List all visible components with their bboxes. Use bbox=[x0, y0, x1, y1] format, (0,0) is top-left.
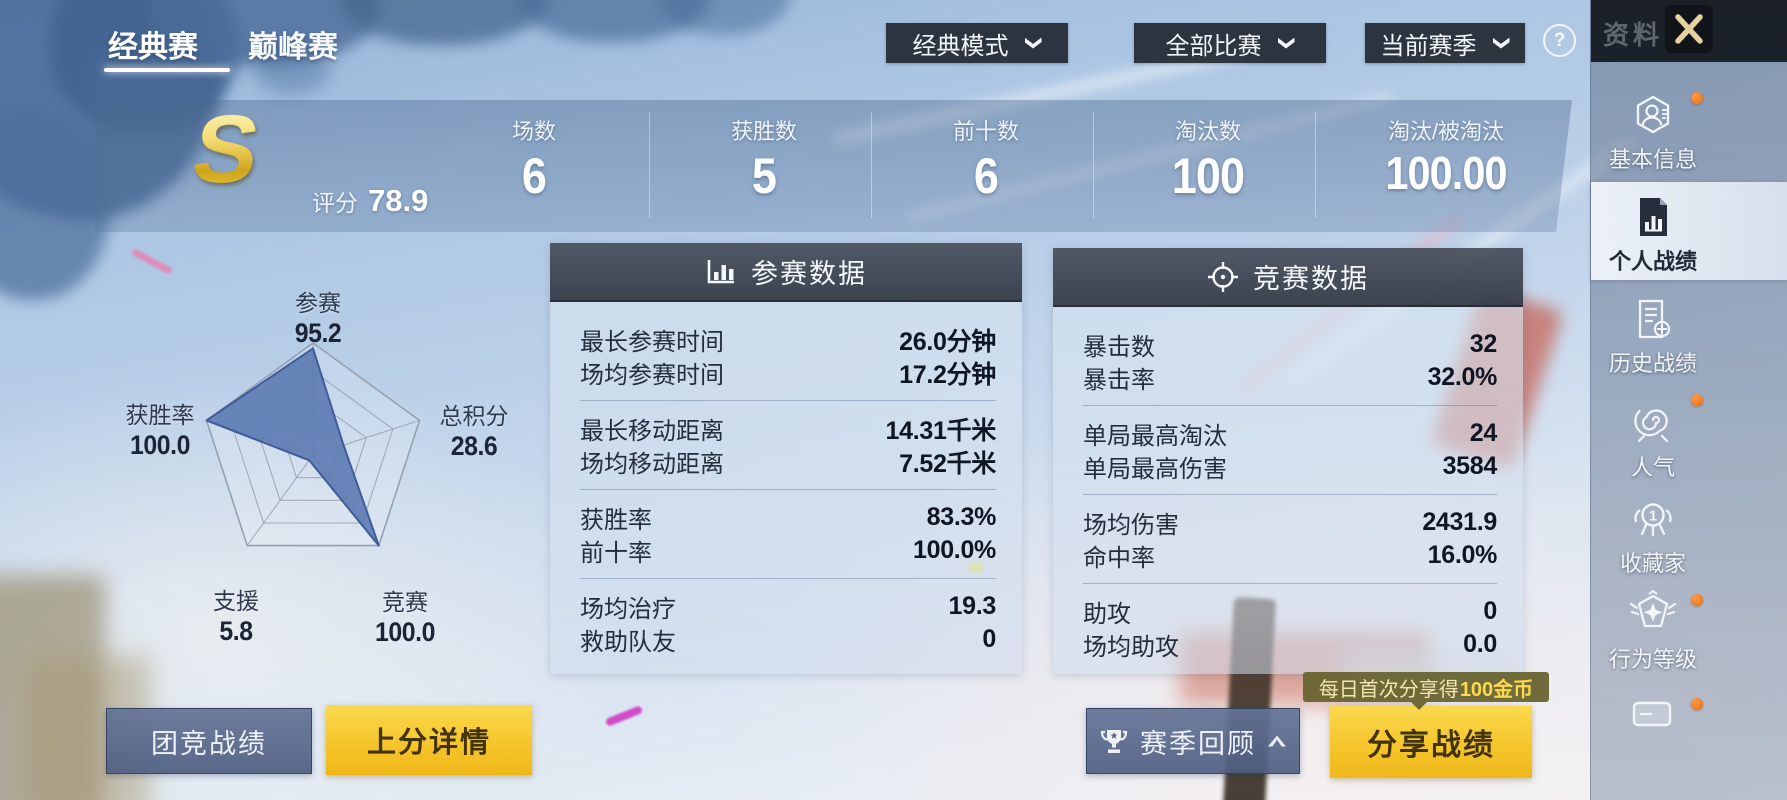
rose-icon bbox=[1634, 409, 1669, 443]
history-record-icon bbox=[1638, 299, 1671, 339]
competition-panel-header: 竞赛数据 bbox=[1053, 248, 1523, 307]
chevron-down-icon bbox=[1492, 37, 1510, 49]
mode-filter-dropdown[interactable]: 经典模式 bbox=[886, 23, 1068, 63]
match-filter-label: 全部比赛 bbox=[1165, 32, 1262, 60]
profile-sidebar: 资料 基本信息 bbox=[1590, 0, 1787, 800]
profile-hexagon-icon bbox=[1636, 95, 1670, 134]
notification-badge bbox=[1691, 698, 1703, 710]
radar-axis-participation: 参赛 95.2 bbox=[294, 290, 342, 348]
radar-axis-support: 支援 5.8 bbox=[213, 588, 259, 646]
season-review-button[interactable]: 赛季回顾 bbox=[1086, 708, 1300, 774]
stat-row: 命中率 16.0% bbox=[1083, 541, 1497, 572]
sidebar-item-collector[interactable]: 1 收藏家 bbox=[1591, 496, 1715, 578]
participation-panel-header: 参赛数据 bbox=[550, 243, 1022, 302]
svg-text:1: 1 bbox=[1649, 508, 1657, 525]
sidebar-item-conduct-level[interactable]: 行为等级 bbox=[1591, 590, 1715, 674]
stat-row: 暴击率 32.0% bbox=[1083, 363, 1497, 394]
radar-axis-competition: 竞赛 100.0 bbox=[375, 589, 435, 647]
mode-filter-label: 经典模式 bbox=[912, 32, 1009, 60]
membership-card-icon bbox=[1632, 701, 1672, 727]
stat-eliminations: 淘汰数 100 bbox=[1171, 119, 1245, 204]
sidebar-item-popularity[interactable]: 人气 bbox=[1591, 400, 1715, 482]
rank-detail-button[interactable]: 上分详情 bbox=[326, 705, 532, 775]
stat-top10: 前十数 6 bbox=[952, 119, 1019, 204]
sidebar-item-membership-card[interactable] bbox=[1631, 700, 1673, 733]
stat-row: 助攻 0 bbox=[1083, 597, 1497, 628]
summary-band bbox=[95, 100, 1572, 232]
stat-row: 单局最高淘汰 24 bbox=[1083, 419, 1497, 450]
participation-panel-title: 参赛数据 bbox=[751, 259, 867, 289]
stat-kd-ratio: 淘汰/被淘汰 100.00 bbox=[1385, 119, 1507, 199]
score-label: 评分 bbox=[312, 190, 358, 216]
radar-axis-total-score: 总积分 28.6 bbox=[439, 403, 509, 461]
participation-data-panel: 参赛数据 最长参赛时间 26.0分钟 场均参赛时间 17.2分钟 最长移动距离 14.… bbox=[550, 243, 1022, 674]
chevron-down-icon bbox=[1277, 37, 1295, 49]
personal-record-icon bbox=[1640, 198, 1667, 236]
stat-row: 最长移动距离 14.31千米 bbox=[580, 416, 996, 446]
score: 评分 78.9 bbox=[312, 183, 428, 219]
sidebar-item-history-record[interactable]: 历史战绩 bbox=[1591, 298, 1715, 378]
season-filter-dropdown[interactable]: 当前赛季 bbox=[1365, 23, 1525, 63]
stat-row: 救助队友 0 bbox=[580, 625, 996, 656]
competition-panel-title: 竞赛数据 bbox=[1253, 264, 1369, 294]
conduct-badge-icon bbox=[1629, 590, 1677, 628]
sidebar-header: 资料 bbox=[1591, 0, 1787, 62]
scope-icon bbox=[1208, 261, 1238, 292]
help-icon[interactable]: ? bbox=[1543, 24, 1576, 57]
stat-row: 最长参赛时间 26.0分钟 bbox=[580, 327, 996, 357]
participation-panel-body: 最长参赛时间 26.0分钟 场均参赛时间 17.2分钟 最长移动距离 14.31千米 … bbox=[550, 302, 1022, 674]
sidebar-item-basic-info[interactable]: 基本信息 bbox=[1591, 94, 1715, 174]
stat-row: 场均移动距离 7.52千米 bbox=[580, 449, 996, 479]
share-reward-tooltip: 每日首次分享得 100金币 bbox=[1303, 672, 1549, 710]
stat-row: 暴击数 32 bbox=[1083, 330, 1497, 361]
close-icon bbox=[1675, 14, 1703, 44]
notification-badge bbox=[1691, 92, 1703, 104]
stat-row: 场均参赛时间 17.2分钟 bbox=[580, 360, 996, 390]
season-filter-label: 当前赛季 bbox=[1380, 32, 1477, 60]
match-filter-dropdown[interactable]: 全部比赛 bbox=[1134, 23, 1326, 63]
notification-badge bbox=[1691, 594, 1703, 606]
chevron-up-icon bbox=[1268, 735, 1286, 747]
stat-wins: 获胜数 5 bbox=[730, 119, 797, 204]
tab-classic[interactable]: 经典赛 bbox=[108, 31, 198, 64]
radar-axis-win-rate: 获胜率 100.0 bbox=[125, 402, 195, 460]
team-record-button[interactable]: 团竞战绩 bbox=[106, 708, 312, 774]
stat-row: 单局最高伤害 3584 bbox=[1083, 452, 1497, 483]
bar-chart-icon bbox=[707, 259, 734, 283]
collector-medal-icon: 1 bbox=[1634, 503, 1672, 537]
sidebar-title: 资料 bbox=[1603, 20, 1664, 50]
competition-data-panel: 竞赛数据 暴击数 32 暴击率 32.0% 单局最高淘汰 24 单局最高伤害 3584 … bbox=[1053, 248, 1523, 674]
stat-row: 获胜率 83.3% bbox=[580, 503, 996, 534]
stat-row: 前十率 100.0% bbox=[580, 536, 996, 567]
radar-chart bbox=[205, 342, 421, 547]
score-value: 78.9 bbox=[368, 183, 429, 218]
chevron-down-icon bbox=[1024, 37, 1042, 49]
tab-peak[interactable]: 巅峰赛 bbox=[248, 31, 338, 64]
notification-badge bbox=[1691, 394, 1703, 406]
competition-panel-body: 暴击数 32 暴击率 32.0% 单局最高淘汰 24 单局最高伤害 3584 场均伤害 2… bbox=[1053, 307, 1523, 674]
close-button[interactable] bbox=[1665, 5, 1713, 53]
share-record-button[interactable]: 分享战绩 bbox=[1330, 706, 1532, 778]
stat-row: 场均助攻 0.0 bbox=[1083, 630, 1497, 661]
stat-row: 场均伤害 2431.9 bbox=[1083, 508, 1497, 539]
stat-matches: 场数 6 bbox=[511, 119, 556, 204]
sidebar-item-personal-record[interactable]: 个人战绩 bbox=[1591, 196, 1715, 276]
selected-item-highlight bbox=[1591, 182, 1787, 280]
active-tab-underline bbox=[104, 68, 230, 72]
trophy-icon bbox=[1100, 730, 1128, 753]
stat-row: 场均治疗 19.3 bbox=[580, 592, 996, 623]
